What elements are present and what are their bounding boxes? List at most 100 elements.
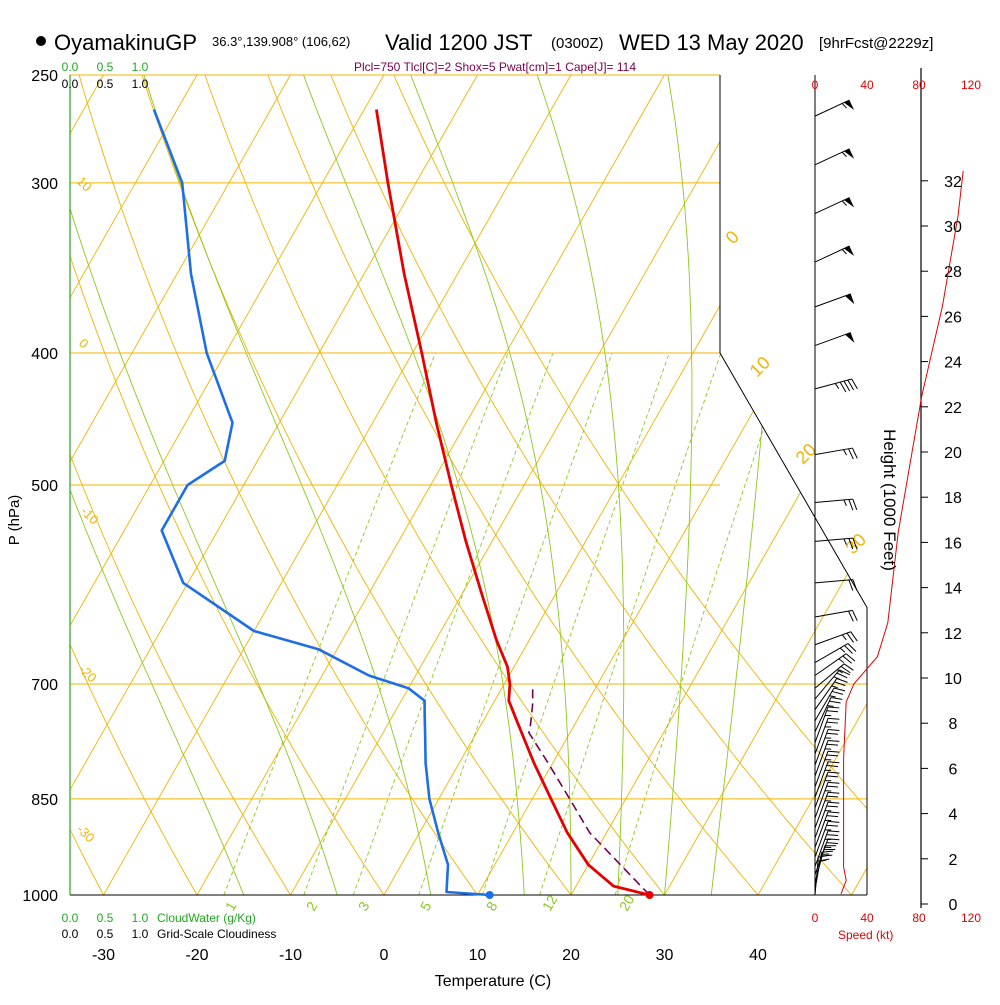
- station-dot-icon: [36, 36, 46, 46]
- height-tick-label: 2: [949, 852, 958, 869]
- wind-barb-full: [852, 610, 857, 620]
- x-axis-title: Temperature (C): [435, 973, 551, 990]
- speed-tick-bottom: 80: [912, 911, 926, 925]
- wind-barb-half: [844, 450, 847, 456]
- wind-barb-full: [828, 802, 839, 803]
- wind-barb-full: [827, 806, 838, 807]
- mixing-ratio-label: 3: [355, 899, 373, 914]
- wind-barb-full: [848, 449, 853, 459]
- wind-barb-full: [832, 691, 843, 694]
- wind-barb-staff: [815, 448, 852, 455]
- wind-barb-staff: [815, 740, 828, 776]
- isotherm-line: [0, 75, 10, 895]
- temperature-tick-label: 20: [562, 947, 580, 964]
- wind-barb-full: [827, 722, 838, 723]
- mixing-ratio-label: 5: [417, 899, 435, 914]
- wind-barb-staff: [815, 751, 828, 787]
- wind-barb-full: [827, 843, 838, 844]
- height-tick-label: 18: [944, 490, 962, 507]
- wind-barb-half: [830, 696, 836, 697]
- height-tick-label: 22: [944, 400, 962, 417]
- mixing-ratio-line: [224, 353, 436, 895]
- wind-barb-full: [828, 730, 839, 731]
- wind-barb-full: [827, 711, 838, 712]
- pressure-tick-label: 500: [31, 478, 58, 495]
- height-tick-label: 32: [944, 174, 962, 191]
- wind-barb-staff: [815, 679, 837, 710]
- wind-barb-half: [842, 103, 846, 108]
- mixing-ratio-line: [540, 353, 721, 895]
- wind-barb-staff: [815, 782, 828, 818]
- wind-barb-full: [828, 718, 839, 719]
- wind-barb-full: [828, 792, 839, 793]
- speed-tick-top: 120: [961, 78, 981, 92]
- cloudiness-tick-bottom: 0.5: [97, 927, 114, 941]
- moist-adiabat-line: [711, 75, 781, 895]
- pressure-tick-label: 850: [31, 792, 58, 809]
- height-tick-label: 12: [944, 626, 962, 643]
- cloudiness-tick-top: 0.0: [62, 77, 79, 91]
- mixing-ratio-line: [615, 353, 788, 895]
- wind-barb-half: [842, 249, 846, 254]
- cloudwater-tick-bottom: 0.5: [97, 911, 114, 925]
- mixing-ratio-line: [482, 353, 669, 895]
- wind-barb-full: [849, 500, 853, 511]
- height-tick-label: 26: [944, 309, 962, 326]
- wind-barb-full: [848, 611, 853, 621]
- speed-tick-bottom: 120: [961, 911, 981, 925]
- mixing-ratio-label: 8: [483, 899, 501, 914]
- wind-barb-half: [827, 706, 833, 707]
- wind-barb-full: [827, 796, 838, 797]
- temperature-tick-label: -10: [279, 947, 302, 964]
- speed-tick-top: 40: [860, 78, 874, 92]
- wind-barb-full: [828, 707, 839, 708]
- dry-adiabat-label: 10: [74, 174, 95, 195]
- forecast-label: [9hrFcst@2229z]: [819, 35, 933, 52]
- wind-barb-staff: [815, 580, 853, 583]
- mixing-ratio-line: [353, 353, 553, 895]
- height-tick-label: 30: [944, 219, 962, 236]
- wind-barb-full: [828, 772, 839, 773]
- mixing-ratio-line: [419, 353, 612, 895]
- wind-barb-full: [827, 835, 838, 836]
- speed-tick-top: 80: [912, 78, 926, 92]
- wind-barb-staff: [815, 499, 853, 502]
- zulu-time: (0300Z): [551, 35, 604, 52]
- wind-barb-full: [827, 776, 838, 777]
- wind-barb-full: [829, 701, 840, 703]
- wind-barb-full: [827, 766, 838, 767]
- wind-barb-full: [831, 697, 842, 699]
- y-axis-title: P (hPa): [6, 495, 23, 546]
- wind-barb-full: [834, 688, 845, 691]
- height-tick-label: 10: [944, 671, 962, 688]
- wind-barb-full: [828, 762, 839, 763]
- pressure-tick-label: 250: [31, 68, 58, 85]
- wind-barb-full: [828, 782, 839, 783]
- wind-barb-flag: [845, 333, 854, 343]
- mixing-ratio-line: [304, 353, 508, 895]
- dry-adiabat-label: 20: [792, 440, 820, 468]
- wind-barb-full: [828, 812, 839, 813]
- wind-barb-full: [827, 744, 838, 745]
- wind-barb-half: [842, 152, 846, 157]
- cloudwater-tick-bottom: 0.0: [62, 911, 79, 925]
- valid-date: WED 13 May 2020: [619, 30, 804, 55]
- sounding-profiles: [154, 110, 654, 900]
- wind-barb-staff: [815, 762, 828, 798]
- wind-barb-flag: [845, 294, 854, 304]
- dry-adiabat-label: 0: [76, 336, 92, 352]
- wind-barb-full: [837, 679, 848, 683]
- cloudiness-label: Grid-Scale Cloudiness: [157, 927, 276, 941]
- temperature-tick-label: -20: [185, 947, 208, 964]
- height-tick-label: 16: [944, 535, 962, 552]
- wind-barbs: [815, 100, 857, 895]
- wind-barb-half: [840, 648, 845, 652]
- wind-barb-half: [832, 686, 838, 688]
- wind-barb-half: [842, 201, 846, 206]
- wind-barb-half: [842, 635, 846, 640]
- wind-barb-staff: [815, 664, 844, 688]
- pressure-tick-label: 300: [31, 176, 58, 193]
